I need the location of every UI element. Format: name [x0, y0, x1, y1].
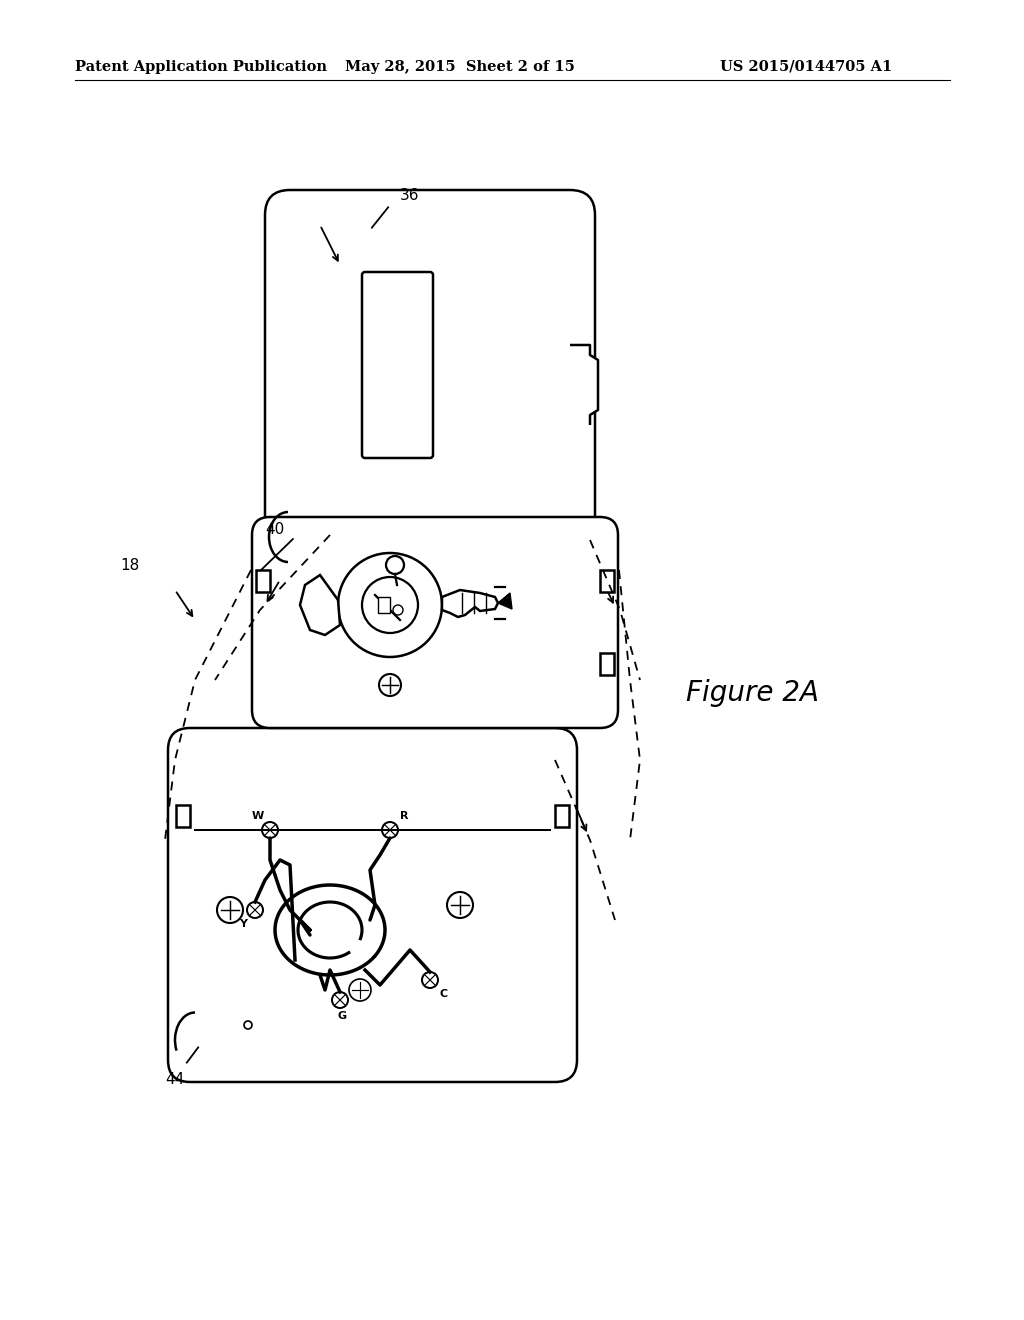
Text: 44: 44	[165, 1072, 184, 1088]
FancyBboxPatch shape	[168, 729, 577, 1082]
Polygon shape	[300, 576, 340, 635]
Polygon shape	[570, 345, 598, 425]
Text: Patent Application Publication: Patent Application Publication	[75, 59, 327, 74]
Text: Y: Y	[239, 919, 247, 929]
Text: US 2015/0144705 A1: US 2015/0144705 A1	[720, 59, 892, 74]
Text: 40: 40	[266, 523, 285, 537]
Text: G: G	[338, 1011, 346, 1020]
Text: 36: 36	[400, 187, 420, 202]
Bar	[555, 805, 569, 828]
Bar	[600, 570, 614, 591]
Text: W: W	[252, 810, 264, 821]
Polygon shape	[498, 593, 512, 609]
Text: R: R	[399, 810, 409, 821]
FancyBboxPatch shape	[362, 272, 433, 458]
FancyBboxPatch shape	[265, 190, 595, 560]
Polygon shape	[442, 590, 498, 616]
Text: C: C	[440, 989, 449, 999]
FancyBboxPatch shape	[252, 517, 618, 729]
Bar	[176, 805, 190, 828]
Bar	[378, 597, 390, 612]
Bar	[600, 653, 614, 675]
Text: Figure 2A: Figure 2A	[686, 678, 819, 708]
Text: May 28, 2015  Sheet 2 of 15: May 28, 2015 Sheet 2 of 15	[345, 59, 574, 74]
Text: 18: 18	[121, 557, 140, 573]
Bar	[256, 570, 270, 591]
